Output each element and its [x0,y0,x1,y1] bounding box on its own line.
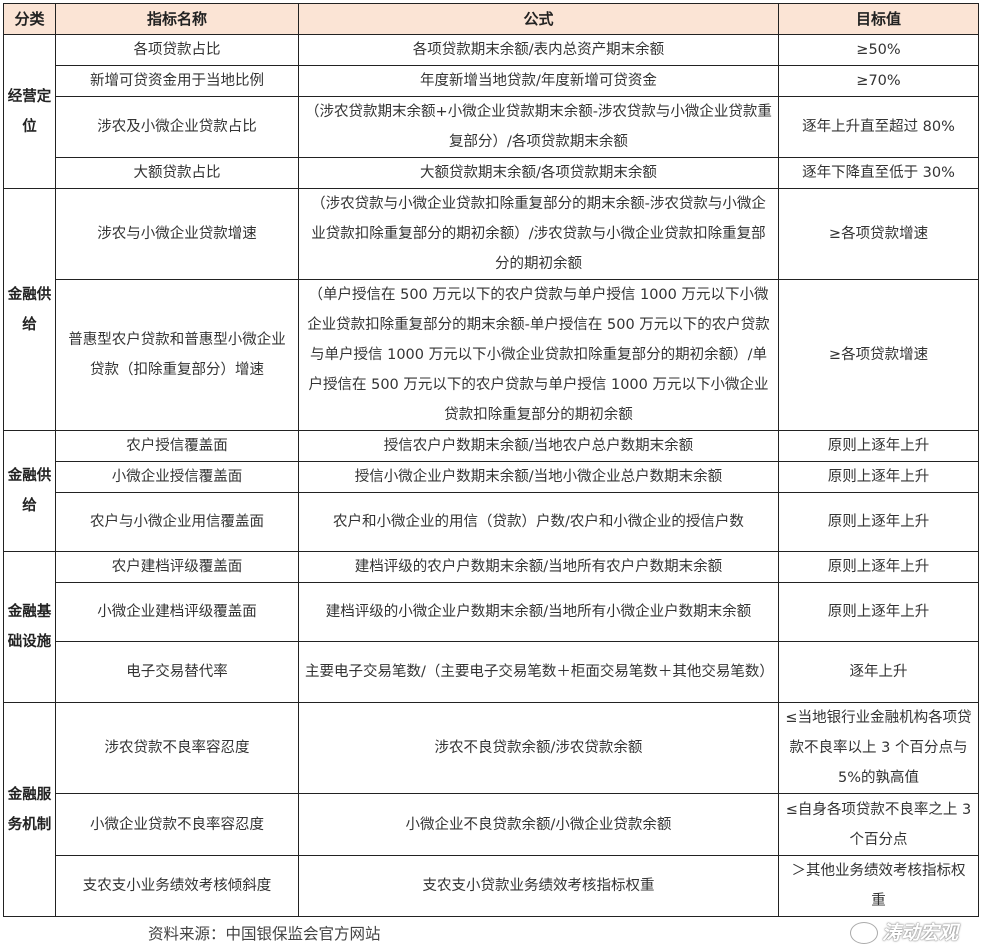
header-row: 分类 指标名称 公式 目标值 [3,3,979,35]
name-cell: 小微企业贷款不良率容忍度 [55,793,299,856]
name-cell: 涉农贷款不良率容忍度 [55,702,299,794]
target-cell: 逐年上升 [778,641,979,703]
watermark-text: 涛动宏观 [881,922,958,944]
target-cell: ＞其他业务绩效考核指标权重 [778,855,979,917]
formula-cell: 各项贷款期末余额/表内总资产期末余额 [298,34,779,66]
formula-cell: 涉农不良贷款余额/涉农贷款余额 [298,702,779,794]
name-cell: 农户建档评级覆盖面 [55,551,299,583]
table-row: 金融服务机制 涉农贷款不良率容忍度 涉农不良贷款余额/涉农贷款余额 ≤当地银行业金融机… [3,702,979,917]
name-cell: 农户授信覆盖面 [55,430,299,462]
header-indicator: 指标名称 [55,3,299,35]
target-cell: 原则上逐年上升 [778,461,979,493]
name-cell: 涉农及小微企业贷款占比 [55,96,299,158]
formula-cell: 支农支小贷款业务绩效考核指标权重 [298,855,779,917]
table-row: 涉农及小微企业贷款占比 （涉农贷款期末余额+小微企业贷款期末余额-涉农贷款与小微企… [4,96,979,158]
formula-cell: 授信小微企业户数期末余额/当地小微企业总户数期末余额 [298,461,779,493]
name-cell: 各项贷款占比 [55,34,299,66]
name-cell: 电子交易替代率 [55,641,299,703]
formula-cell: 农户和小微企业的用信（贷款）户数/农户和小微企业的授信户数 [298,492,779,552]
formula-cell: 小微企业不良贷款余额/小微企业贷款余额 [298,793,779,856]
target-cell: ≥各项贷款增速 [778,279,979,431]
name-cell: 小微企业建档评级覆盖面 [55,582,299,642]
name-cell: 新增可贷资金用于当地比例 [55,65,299,97]
header-target: 目标值 [778,3,979,35]
target-cell: ≥70% [778,65,979,97]
name-cell: 农户与小微企业用信覆盖面 [55,492,299,552]
name-cell: 小微企业授信覆盖面 [55,461,299,493]
category-cell: 金融供给 [3,188,56,431]
header-formula: 公式 [298,3,779,35]
indicator-table: 分类 指标名称 公式 目标值 经营定位 各项贷款占比 各项贷款期末余额/表内总资产期… [3,3,979,917]
table-row: 农户与小微企业用信覆盖面 农户和小微企业的用信（贷款）户数/农户和小微企业的授信户… [4,492,979,552]
table-row: 新增可贷资金用于当地比例 年度新增当地贷款/年度新增可贷资金 ≥70% [4,65,979,97]
table-row: 普惠型农户贷款和普惠型小微企业贷款（扣除重复部分）增速 （单户授信在 500 万元… [4,279,979,431]
formula-cell: 年度新增当地贷款/年度新增可贷资金 [298,65,779,97]
target-cell: 原则上逐年上升 [778,430,979,462]
footer: 资料来源：中国银保监会官方网站 涛动宏观 [3,921,978,951]
name-cell: 支农支小业务绩效考核倾斜度 [55,855,299,917]
target-cell: ≥50% [778,34,979,66]
table-row: 小微企业授信覆盖面 授信小微企业户数期末余额/当地小微企业总户数期末余额 原则上逐年… [4,461,979,493]
category-cell: 经营定位 [3,34,56,189]
table-row: 金融供给 涉农与小微企业贷款增速 （涉农贷款与小微企业贷款扣除重复部分的期末余额-涉… [3,188,979,431]
table-row: 小微企业建档评级覆盖面 建档评级的小微企业户数期末余额/当地所有小微企业户数期末余… [4,582,979,642]
name-cell: 涉农与小微企业贷款增速 [55,188,299,280]
target-cell: 原则上逐年上升 [778,551,979,583]
target-cell: 逐年下降直至低于 30% [778,157,979,189]
target-cell: 原则上逐年上升 [778,492,979,552]
formula-cell: 主要电子交易笔数/（主要电子交易笔数＋柜面交易笔数＋其他交易笔数） [298,641,779,703]
formula-cell: （涉农贷款与小微企业贷款扣除重复部分的期末余额-涉农贷款与小微企业贷款扣除重复部… [298,188,779,280]
table-row: 支农支小业务绩效考核倾斜度 支农支小贷款业务绩效考核指标权重 ＞其他业务绩效考核指标… [4,855,979,917]
table-row: 金融供给 农户授信覆盖面 授信农户户数期末余额/当地农户总户数期末余额 原则上逐年上升 [3,430,979,552]
category-cell: 金融服务机制 [3,702,56,917]
table-row: 经营定位 各项贷款占比 各项贷款期末余额/表内总资产期末余额 ≥50% [3,34,979,189]
formula-cell: （单户授信在 500 万元以下的农户贷款与单户授信 1000 万元以下小微企业贷… [298,279,779,431]
target-cell: 逐年上升直至超过 80% [778,96,979,158]
table-row: 大额贷款占比 大额贷款期末余额/各项贷款期末余额 逐年下降直至低于 30% [4,157,979,189]
target-cell: ≤当地银行业金融机构各项贷款不良率以上 3 个百分点与 5%的孰高值 [778,702,979,794]
wechat-icon [849,922,878,944]
table-row: 金融基础设施 农户建档评级覆盖面 建档评级的农户户数期末余额/当地所有农户户数期末余… [3,551,979,703]
name-cell: 大额贷款占比 [55,157,299,189]
source-note: 资料来源：中国银保监会官方网站 [148,925,381,943]
formula-cell: 建档评级的小微企业户数期末余额/当地所有小微企业户数期末余额 [298,582,779,642]
formula-cell: 授信农户户数期末余额/当地农户总户数期末余额 [298,430,779,462]
target-cell: 原则上逐年上升 [778,582,979,642]
formula-cell: 大额贷款期末余额/各项贷款期末余额 [298,157,779,189]
formula-cell: 建档评级的农户户数期末余额/当地所有农户户数期末余额 [298,551,779,583]
watermark-logo: 涛动宏观 [849,921,958,945]
table-row: 电子交易替代率 主要电子交易笔数/（主要电子交易笔数＋柜面交易笔数＋其他交易笔数）… [4,641,979,703]
category-cell: 金融基础设施 [3,551,56,703]
target-cell: ≥各项贷款增速 [778,188,979,280]
name-cell: 普惠型农户贷款和普惠型小微企业贷款（扣除重复部分）增速 [55,279,299,431]
header-category: 分类 [3,3,56,35]
target-cell: ≤自身各项贷款不良率之上 3 个百分点 [778,793,979,856]
table-row: 小微企业贷款不良率容忍度 小微企业不良贷款余额/小微企业贷款余额 ≤自身各项贷款不良… [4,793,979,856]
formula-cell: （涉农贷款期末余额+小微企业贷款期末余额-涉农贷款与小微企业贷款重复部分）/各项… [298,96,779,158]
category-cell: 金融供给 [3,430,56,552]
